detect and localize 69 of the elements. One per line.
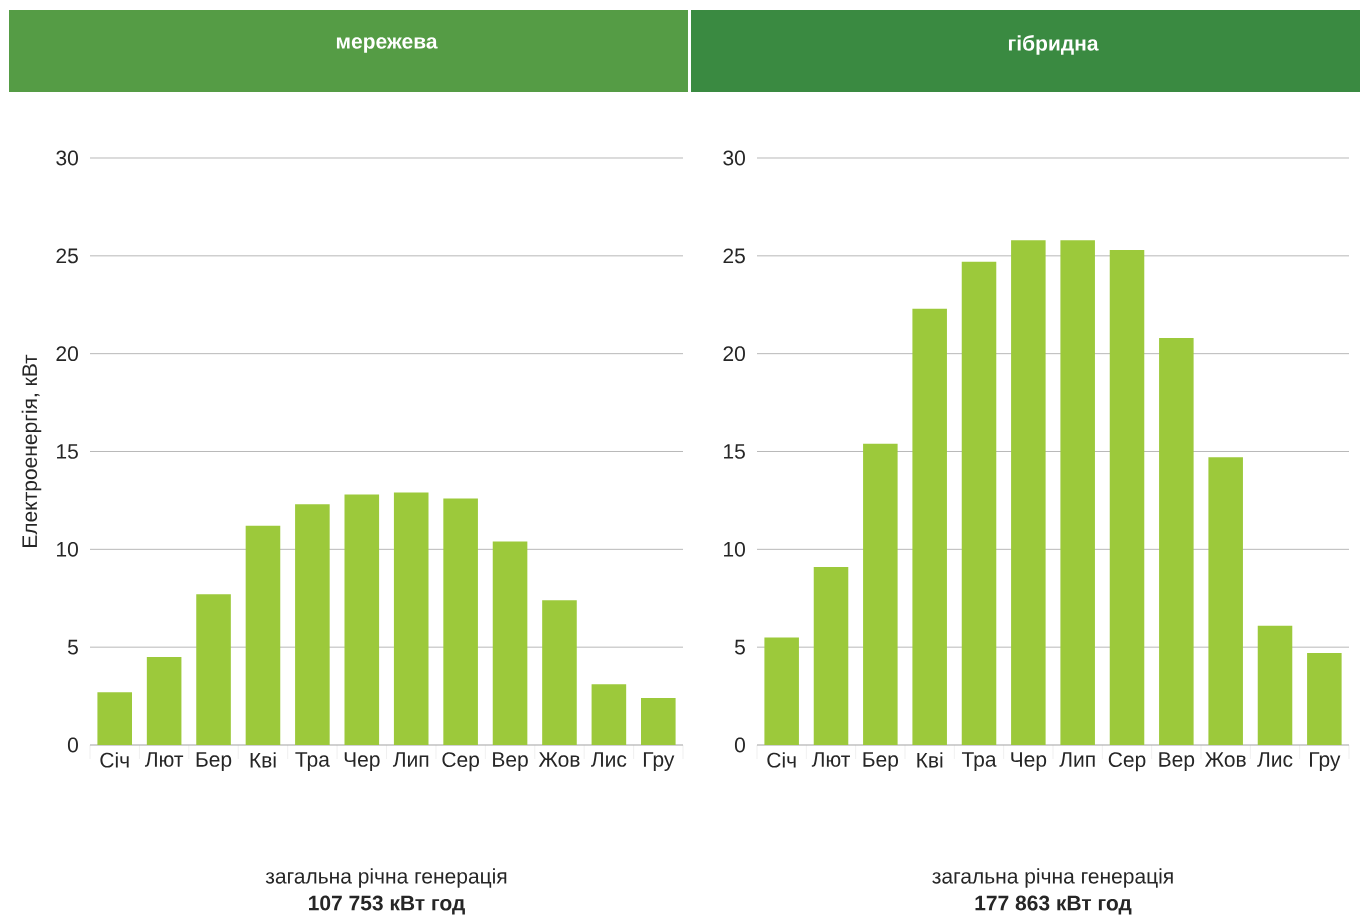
x-tick-label: Лип [1059,752,1095,767]
x-tick-label: Січ [100,752,129,768]
y-tick-label: 25 [723,248,745,264]
y-axis-title: Електроенергія, кВт [21,354,42,547]
y-tick-label: 15 [57,444,78,459]
bar [97,692,133,745]
chart-title: гібридна [1008,35,1099,55]
y-tick-label: 0 [734,737,745,753]
y-tick-label: 5 [734,639,745,655]
y-tick-label: 20 [56,346,78,362]
bar [1060,240,1095,745]
x-tick-label: Лют [811,752,850,767]
x-tick-label: Чер [344,752,380,772]
bar [542,600,577,745]
bar [1208,457,1243,745]
y-tick-label: 15 [724,444,745,459]
bar [146,656,182,745]
y-tick-label: 30 [723,150,745,166]
bar [912,308,947,745]
bar [1257,625,1293,745]
bar [295,504,330,745]
x-tick-label: Тра [961,752,997,772]
bar [492,541,528,745]
x-tick-label: Січ [767,752,796,768]
x-tick-label: Кві [917,752,943,768]
bar [1011,240,1046,745]
x-tick-label: Гру [1310,752,1341,772]
x-tick-label: Тра [295,752,330,772]
y-tick-label: 5 [67,639,78,655]
bar [344,494,380,745]
x-tick-label: Лис [591,752,627,767]
y-tick-label: 0 [67,737,78,753]
bar [1159,338,1194,745]
bar [813,566,849,745]
text: загальна річна генерація [932,868,1173,888]
x-tick-label: Бер [863,752,899,772]
text: загальна річна генерація [265,868,507,888]
text: 107 753 кВт год [309,895,465,915]
bar [245,525,281,745]
x-tick-label: Жов [1204,752,1246,767]
y-tick-label: 10 [57,541,78,557]
y-tick-label: 10 [724,541,745,557]
x-tick-label: Вер [1159,752,1195,772]
y-tick-label: 20 [723,346,745,362]
chart-title: мережева [336,37,438,53]
text: 177 863 кВт год [975,895,1132,915]
bar [764,637,799,745]
x-tick-label: Сер [442,752,479,772]
bar [863,443,898,745]
x-tick-label: Лис [1257,752,1293,767]
x-tick-label: Бер [196,752,232,772]
y-tick-label: 25 [56,248,78,264]
x-tick-label: Лип [392,752,429,767]
x-tick-label: Вер [493,752,528,772]
y-tick-label: 30 [56,150,78,166]
bar [196,594,231,745]
x-tick-label: Кві [250,752,276,768]
bar [443,498,478,745]
bar [961,261,997,745]
x-tick-label: Лют [144,752,184,767]
x-tick-label: Жов [538,752,580,767]
x-tick-label: Сер [1108,752,1146,772]
x-tick-label: Чер [1011,752,1047,772]
bar [1307,653,1342,745]
bar [641,698,676,745]
x-tick-label: Гру [643,752,675,772]
bar [591,684,627,745]
bar [393,492,429,745]
bar [1109,249,1145,745]
